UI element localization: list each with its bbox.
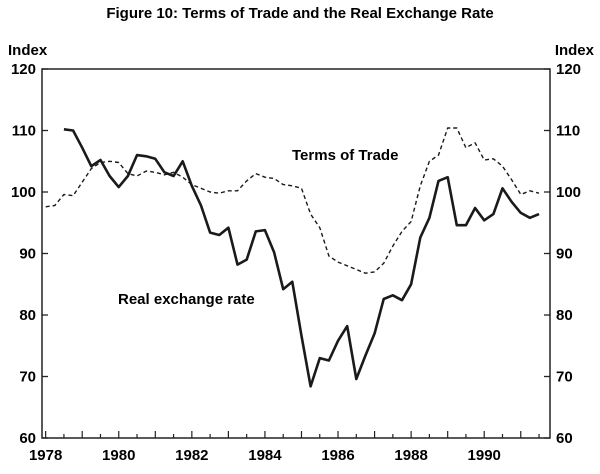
x-tick-label: 1986	[321, 447, 354, 464]
y-tick-label-left: 110	[12, 123, 36, 140]
x-tick-label: 1980	[102, 447, 135, 464]
series-lines	[45, 127, 540, 388]
axis-ticks: 60 60 70 70 80 80 90 90 100 100 110 110 120 120 1978 19…	[11, 61, 581, 464]
y-tick-label-left: 90	[19, 246, 36, 263]
x-tick-label: 1978	[29, 447, 62, 464]
y-axis-label-left: Index	[8, 42, 48, 59]
x-tick-label: 1988	[394, 447, 427, 464]
chart-title: Figure 10: Terms of Trade and the Real E…	[106, 5, 493, 22]
y-axis-label-right: Index	[555, 42, 595, 59]
series-line-rer	[63, 128, 540, 388]
y-tick-label-left: 60	[19, 430, 36, 447]
x-tick-label: 1984	[248, 447, 282, 464]
y-tick-label-right: 70	[556, 369, 573, 386]
y-tick-label-right: 90	[556, 246, 573, 263]
x-tick-label: 1990	[468, 447, 501, 464]
y-tick-label-right: 60	[556, 430, 573, 447]
annotation-real-exchange-rate: Real exchange rate	[118, 291, 255, 308]
x-tick-label: 1982	[175, 447, 208, 464]
y-tick-label-right: 110	[556, 123, 580, 140]
y-tick-label-right: 100	[556, 184, 581, 201]
y-tick-label-right: 80	[556, 307, 573, 324]
y-tick-label-right: 120	[556, 61, 581, 78]
y-tick-label-left: 100	[11, 184, 36, 201]
y-tick-label-left: 70	[19, 369, 36, 386]
series-line-tot	[45, 127, 540, 274]
y-tick-label-left: 80	[19, 307, 36, 324]
plot-frame	[41, 68, 551, 439]
annotation-terms-of-trade: Terms of Trade	[292, 147, 398, 164]
y-tick-label-left: 120	[11, 61, 36, 78]
